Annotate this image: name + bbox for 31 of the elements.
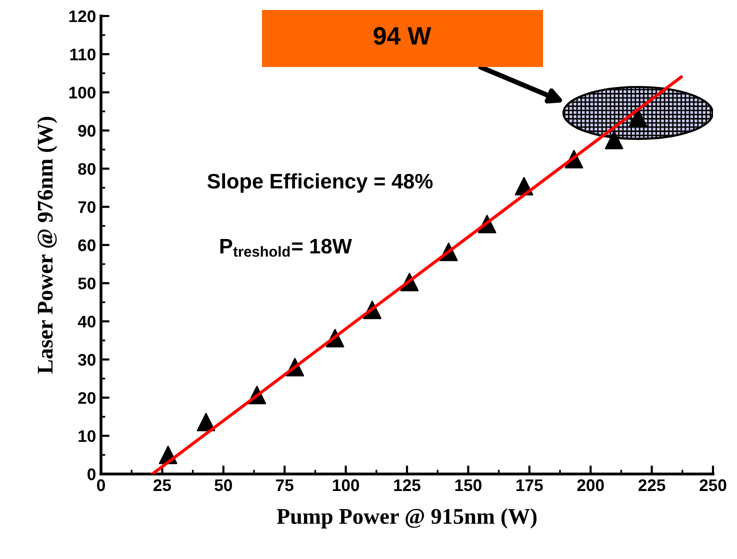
point — [604, 130, 624, 150]
x-tick-label: 50 — [214, 479, 232, 492]
x-tick-label: 175 — [516, 479, 543, 492]
x-tick-label: 100 — [332, 479, 360, 492]
y-tick-label: 30 — [78, 354, 96, 366]
y-tick-label: 20 — [78, 392, 96, 404]
annotation: P$_{treshold}$= 18W — [220, 238, 352, 257]
y-tick-label: 80 — [78, 163, 96, 175]
x-tick-label: 25 — [154, 479, 172, 492]
y-tick-label: 90 — [78, 124, 96, 137]
x-axis-title: Pump Power @ 915nm (W) — [276, 508, 537, 528]
x-tick-label: 225 — [638, 479, 666, 492]
x-tick-label: 250 — [700, 479, 726, 492]
annotation: Slope Efficiency = 48% — [207, 173, 433, 193]
y-tick-label: 120 — [69, 10, 96, 22]
x-tick-label: 125 — [394, 479, 420, 492]
point — [196, 412, 216, 432]
y-tick-label: 60 — [78, 239, 96, 252]
x-tick-label: 75 — [276, 479, 294, 492]
x-tick-label: 150 — [455, 479, 482, 492]
annotation: 94 W — [374, 27, 432, 45]
y-tick-label: 10 — [78, 430, 96, 442]
y-tick-label: 110 — [70, 48, 96, 60]
x-tick-label: 0 — [97, 479, 105, 492]
y-tick-label: 0 — [88, 468, 96, 480]
y-tick-label: 100 — [69, 86, 96, 99]
y-tick-label: 70 — [78, 201, 96, 214]
y-tick-label: 40 — [78, 316, 96, 328]
x-tick-label: 200 — [577, 479, 604, 492]
y-axis-title: Laser Power @ 976nm (W) — [37, 116, 58, 374]
y-tick-label: 50 — [78, 278, 96, 290]
